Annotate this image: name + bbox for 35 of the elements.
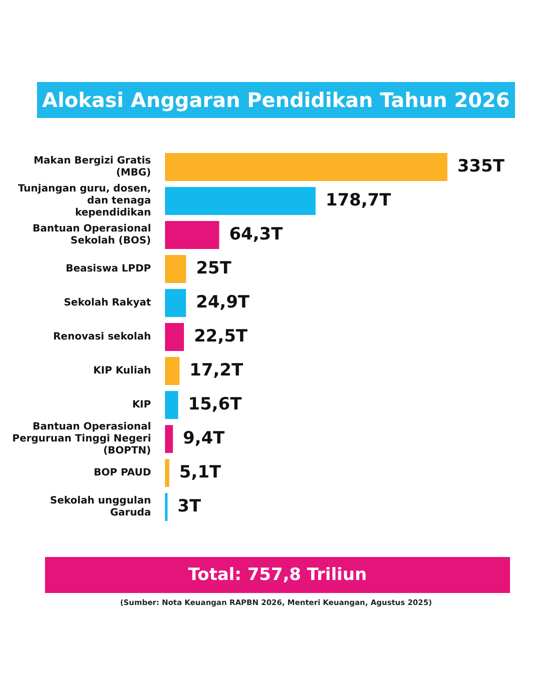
y-tick-label: KIP Kuliah	[93, 366, 151, 377]
data-label: 335T	[457, 156, 505, 176]
bar	[165, 289, 186, 317]
bar	[165, 255, 186, 283]
data-label: 178,7T	[326, 190, 392, 210]
bar	[165, 221, 220, 249]
y-tick-label: Bantuan Operasional Sekolah (BOS)	[32, 224, 151, 247]
bar	[165, 323, 184, 351]
bar	[165, 493, 168, 521]
bar	[165, 391, 178, 419]
chart-title: Alokasi Anggaran Pendidikan Tahun 2026	[37, 82, 515, 118]
y-tick-label: Bantuan Operasional Perguruan Tinggi Negeri (BOPTN)	[12, 422, 151, 457]
y-tick-label: KIP	[132, 400, 151, 411]
y-tick-label: Makan Bergizi Gratis (MBG)	[34, 156, 152, 179]
data-label: 64,3T	[229, 224, 284, 244]
data-label: 3T	[178, 496, 202, 516]
y-tick-label: Sekolah unggulan Garuda	[50, 496, 151, 519]
text: Total: 757,8 Triliun	[45, 557, 510, 593]
y-tick-label: Sekolah Rakyat	[64, 298, 152, 309]
bar	[165, 187, 316, 215]
data-label: 5,1T	[179, 462, 222, 482]
data-label: 17,2T	[189, 360, 244, 380]
y-tick-label: Tunjangan guru, dosen, dan tenaga kependidikan	[18, 184, 151, 219]
data-label: 9,4T	[182, 428, 226, 448]
data-label: 22,5T	[194, 326, 248, 346]
y-tick-label: Renovasi sekolah	[53, 332, 151, 343]
bar	[165, 459, 170, 487]
bar	[165, 425, 173, 453]
bar	[165, 153, 448, 181]
data-label: 25T	[196, 258, 232, 278]
data-label: 15,6T	[188, 394, 242, 414]
data-label: 24,9T	[196, 292, 250, 312]
y-tick-label: BOP PAUD	[94, 468, 151, 479]
y-tick-label: Beasiswa LPDP	[66, 264, 151, 275]
bar	[165, 357, 180, 385]
